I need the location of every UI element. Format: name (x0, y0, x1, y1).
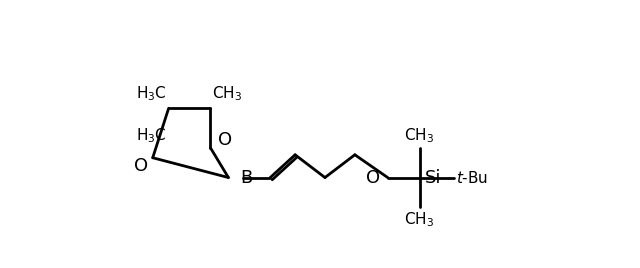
Text: Si: Si (424, 169, 441, 187)
Text: CH$_3$: CH$_3$ (212, 85, 243, 103)
Text: O: O (365, 169, 380, 187)
Text: CH$_3$: CH$_3$ (404, 126, 435, 145)
Text: H$_3$C: H$_3$C (136, 126, 166, 145)
Text: CH$_3$: CH$_3$ (404, 210, 435, 229)
Text: $t$-Bu: $t$-Bu (456, 170, 488, 185)
Text: B: B (241, 169, 253, 187)
Text: O: O (134, 157, 148, 175)
Text: H$_3$C: H$_3$C (136, 85, 166, 103)
Text: O: O (218, 131, 232, 149)
